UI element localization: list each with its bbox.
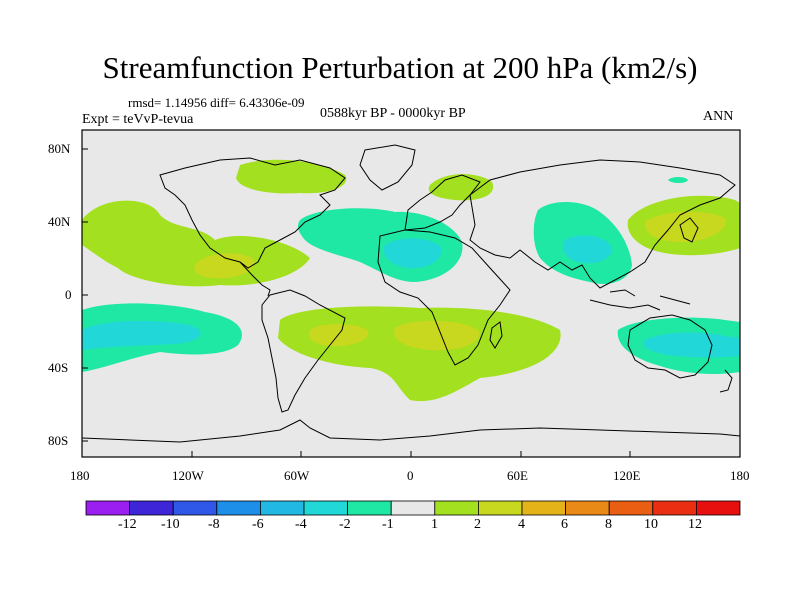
colorbar-label-2: 2 (474, 517, 481, 532)
coastline-layer (82, 144, 740, 443)
coastline-europe (404, 174, 481, 231)
coastline-indonesia (589, 289, 691, 311)
chart-title: Streamfunction Perturbation at 200 hPa (… (102, 50, 698, 85)
lat-label-40s: 40S (48, 360, 69, 375)
colorbar-label-neg2: -2 (339, 517, 351, 532)
coastline-japan (679, 217, 699, 243)
colorbar-label-neg12: -12 (118, 517, 137, 532)
contour-negative-arctic (668, 177, 688, 183)
axis-ticks (82, 148, 631, 457)
colorbar-box-5 (259, 500, 305, 516)
contour-strong-negative-south-pacific (82, 320, 201, 350)
colorbar-box-4 (216, 500, 261, 516)
experiment-label: Expt = teVvP-tevua (82, 112, 194, 127)
lon-label-120e: 120E (613, 468, 641, 483)
coastline-central-america (239, 261, 271, 297)
season-label: ANN (703, 109, 734, 124)
lat-label-80s: 80S (48, 433, 69, 448)
lat-label-0: 0 (65, 287, 72, 302)
colorbar-box-9 (434, 500, 479, 516)
colorbar (85, 500, 741, 516)
colorbar-box-2 (129, 500, 174, 516)
coastline-asia (469, 159, 736, 289)
colorbar-label-4: 4 (518, 517, 525, 532)
colorbar-label-neg4: -4 (295, 517, 307, 532)
lon-label-60w: 60W (284, 468, 310, 483)
colorbar-box-14 (652, 500, 697, 516)
contour-strong-negative-atlantic (383, 238, 442, 269)
coastline-north-america (159, 157, 346, 269)
colorbar-label-12: 12 (688, 517, 702, 532)
lon-label-180w: 180 (70, 468, 90, 483)
contour-strong-positive-japan (644, 211, 726, 242)
contour-strong-negative-asia (563, 235, 612, 264)
colorbar-label-neg6: -6 (252, 517, 264, 532)
coastline-new-zealand (719, 369, 733, 393)
colorbar-box-1 (85, 500, 130, 516)
coastline-madagascar (489, 321, 503, 349)
lat-label-80n: 80N (48, 141, 71, 156)
colorbar-label-1: 1 (431, 517, 438, 532)
colorbar-box-10 (477, 500, 523, 516)
lon-label-120w: 120W (172, 468, 204, 483)
colorbar-box-8 (390, 500, 436, 516)
colorbar-box-12 (565, 500, 610, 516)
coastline-antarctica (82, 419, 740, 443)
coastline-south-america (261, 289, 346, 413)
coastline-greenland (359, 144, 416, 191)
colorbar-box-3 (172, 500, 218, 516)
colorbar-label-neg8: -8 (208, 517, 220, 532)
coastline-africa (377, 229, 511, 366)
colorbar-box-6 (303, 500, 348, 516)
colorbar-box-7 (347, 500, 392, 516)
lon-label-60e: 60E (507, 468, 528, 483)
period-label: 0588kyr BP - 0000kyr BP (320, 106, 466, 121)
coastline-australia (627, 314, 713, 379)
colorbar-box-11 (521, 500, 566, 516)
stats-label: rmsd= 1.14956 diff= 6.43306e-09 (128, 95, 305, 110)
contour-strong-negative-australia (643, 332, 740, 358)
lat-label-40n: 40N (48, 214, 71, 229)
lon-label-0: 0 (407, 468, 414, 483)
colorbar-label-8: 8 (605, 517, 612, 532)
colorbar-label-neg1: -1 (382, 517, 394, 532)
colorbar-box-13 (608, 500, 654, 516)
contour-strong-positive-central-america (194, 253, 255, 279)
map-background (82, 130, 740, 457)
contour-positive-north-america (236, 159, 347, 194)
colorbar-label-6: 6 (561, 517, 568, 532)
contour-strong-positive-south-atlantic (308, 324, 369, 347)
colorbar-box-15 (696, 500, 741, 516)
colorbar-label-neg10: -10 (161, 517, 180, 532)
colorbar-label-10: 10 (644, 517, 658, 532)
lon-label-180e: 180 (730, 468, 750, 483)
contour-strong-positive-africa (394, 320, 480, 351)
